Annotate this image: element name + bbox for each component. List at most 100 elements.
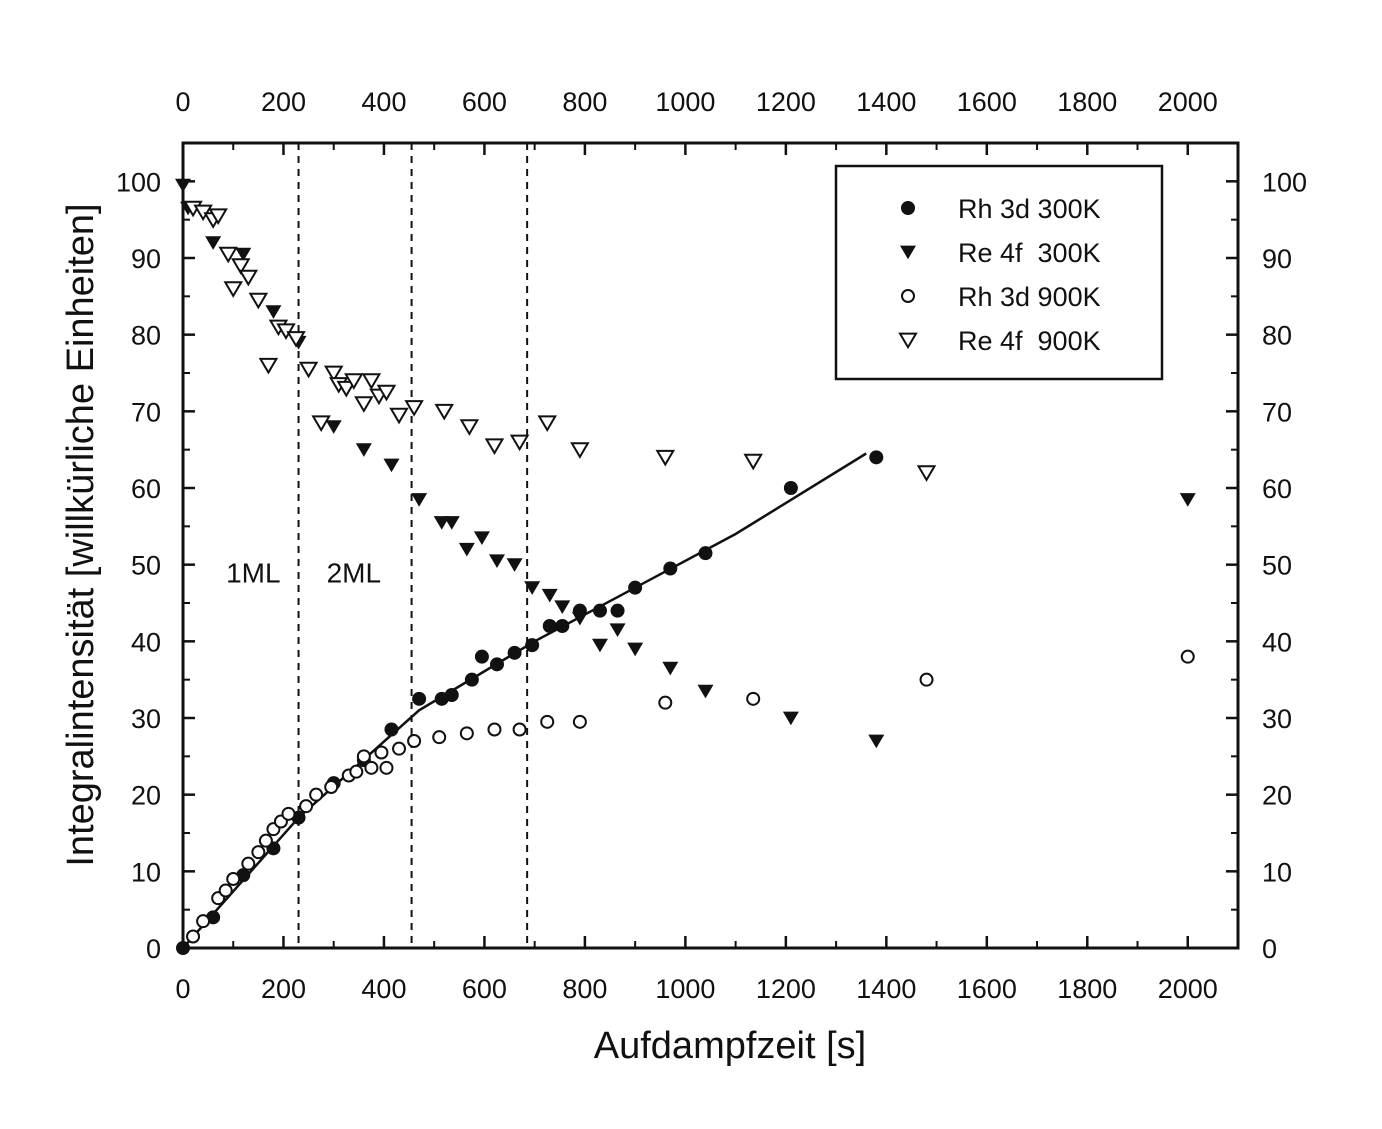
x-tick-label-top: 1400 bbox=[856, 87, 916, 117]
data-point bbox=[698, 546, 713, 561]
legend-label-1: Re 4f 300K bbox=[958, 238, 1101, 268]
series-1 bbox=[175, 178, 1196, 749]
legend-box bbox=[834, 164, 1164, 381]
y-tick-label-right: 30 bbox=[1262, 704, 1292, 734]
y-tick-label-right: 10 bbox=[1262, 857, 1292, 887]
data-point bbox=[663, 561, 678, 576]
legend-marker-2 bbox=[901, 289, 915, 303]
data-point bbox=[258, 833, 273, 848]
data-point bbox=[555, 619, 570, 633]
y-tick-label-right: 50 bbox=[1262, 551, 1292, 581]
x-tick-label-bottom: 200 bbox=[261, 974, 306, 1004]
data-point bbox=[376, 384, 397, 402]
data-point bbox=[235, 247, 252, 262]
x-tick-label-top: 1800 bbox=[1057, 87, 1117, 117]
y-tick-label-right: 40 bbox=[1262, 627, 1292, 657]
data-point bbox=[251, 845, 266, 860]
data-point bbox=[226, 872, 241, 886]
data-point bbox=[281, 806, 296, 821]
data-point bbox=[434, 403, 454, 421]
data-point bbox=[238, 269, 259, 287]
y-tick-label-left: 40 bbox=[131, 627, 161, 657]
legend-label-2: Rh 3d 900K bbox=[958, 282, 1101, 312]
data-point bbox=[658, 695, 673, 710]
x-tick-label-top: 2000 bbox=[1158, 87, 1218, 117]
series-0 bbox=[176, 450, 884, 955]
data-point bbox=[392, 741, 407, 756]
data-point bbox=[459, 419, 480, 436]
y-axis-title: Integralintensität [willkürliche Einheit… bbox=[60, 203, 102, 866]
data-point bbox=[444, 688, 459, 702]
data-point bbox=[1180, 649, 1195, 664]
x-tick-label-top: 400 bbox=[361, 87, 406, 117]
x-tick-label-bottom: 1800 bbox=[1057, 974, 1117, 1004]
x-tick-label-bottom: 400 bbox=[361, 974, 406, 1004]
dashed-guides bbox=[297, 143, 529, 948]
data-point bbox=[524, 581, 541, 595]
legend-marker-3 bbox=[898, 332, 918, 350]
region-label-0: 1ML bbox=[226, 557, 280, 588]
data-point bbox=[464, 672, 479, 687]
data-point bbox=[241, 856, 256, 871]
data-point bbox=[868, 734, 885, 749]
data-point bbox=[196, 914, 211, 929]
data-point bbox=[570, 442, 590, 459]
data-point bbox=[432, 730, 447, 745]
data-point bbox=[916, 465, 937, 482]
data-point bbox=[374, 745, 389, 760]
data-point bbox=[356, 749, 371, 764]
data-point bbox=[525, 638, 540, 653]
data-points bbox=[175, 178, 1196, 955]
y-tick-label-left: 70 bbox=[131, 397, 161, 427]
y-tick-label-left: 0 bbox=[146, 934, 161, 964]
data-point bbox=[433, 516, 450, 530]
series-3 bbox=[183, 200, 937, 482]
data-point bbox=[384, 722, 399, 737]
y-tick-label-right: 80 bbox=[1262, 321, 1292, 351]
data-point bbox=[783, 481, 798, 495]
data-point bbox=[407, 734, 422, 748]
legend-marker-0 bbox=[901, 201, 915, 215]
data-point bbox=[205, 236, 222, 250]
x-tick-label-bottom: 1000 bbox=[655, 974, 715, 1004]
data-point bbox=[443, 516, 460, 530]
plot-frame bbox=[181, 141, 1240, 950]
data-point bbox=[218, 883, 233, 898]
data-point bbox=[355, 443, 372, 457]
x-tick-label-top: 1000 bbox=[655, 87, 715, 117]
data-point bbox=[389, 407, 409, 425]
data-point bbox=[655, 449, 676, 467]
y-tick-label-left: 90 bbox=[131, 244, 161, 274]
data-point bbox=[571, 611, 588, 626]
data-point bbox=[231, 258, 251, 275]
data-point bbox=[484, 438, 505, 456]
data-point bbox=[458, 542, 475, 557]
data-point bbox=[248, 292, 269, 310]
data-point bbox=[591, 638, 608, 653]
y-tick-label-right: 100 bbox=[1262, 167, 1307, 197]
data-point bbox=[1179, 493, 1196, 507]
y-tick-label-right: 20 bbox=[1262, 781, 1292, 811]
data-point bbox=[746, 691, 761, 706]
data-point bbox=[379, 760, 394, 775]
legend: Rh 3d 300K Re 4f 300K Rh 3d 900K Re 4f 900K bbox=[834, 164, 1164, 381]
data-point bbox=[299, 799, 314, 814]
data-point bbox=[627, 642, 644, 657]
data-point bbox=[572, 714, 587, 729]
data-point bbox=[610, 603, 625, 618]
data-point bbox=[662, 661, 679, 676]
data-point bbox=[361, 373, 382, 390]
data-point bbox=[506, 558, 523, 572]
y-tick-label-right: 70 bbox=[1262, 397, 1292, 427]
data-point bbox=[176, 941, 190, 955]
data-point bbox=[265, 305, 282, 319]
y-tick-label-right: 90 bbox=[1262, 244, 1292, 274]
data-point bbox=[592, 603, 607, 618]
legend-marker-1 bbox=[900, 245, 916, 260]
series-2 bbox=[186, 649, 1195, 944]
x-axis-title: Aufdampfzeit [s] bbox=[594, 1025, 866, 1067]
data-point bbox=[507, 645, 522, 660]
x-tick-label-bottom: 1400 bbox=[856, 974, 916, 1004]
y-tick-label-left: 80 bbox=[131, 321, 161, 351]
